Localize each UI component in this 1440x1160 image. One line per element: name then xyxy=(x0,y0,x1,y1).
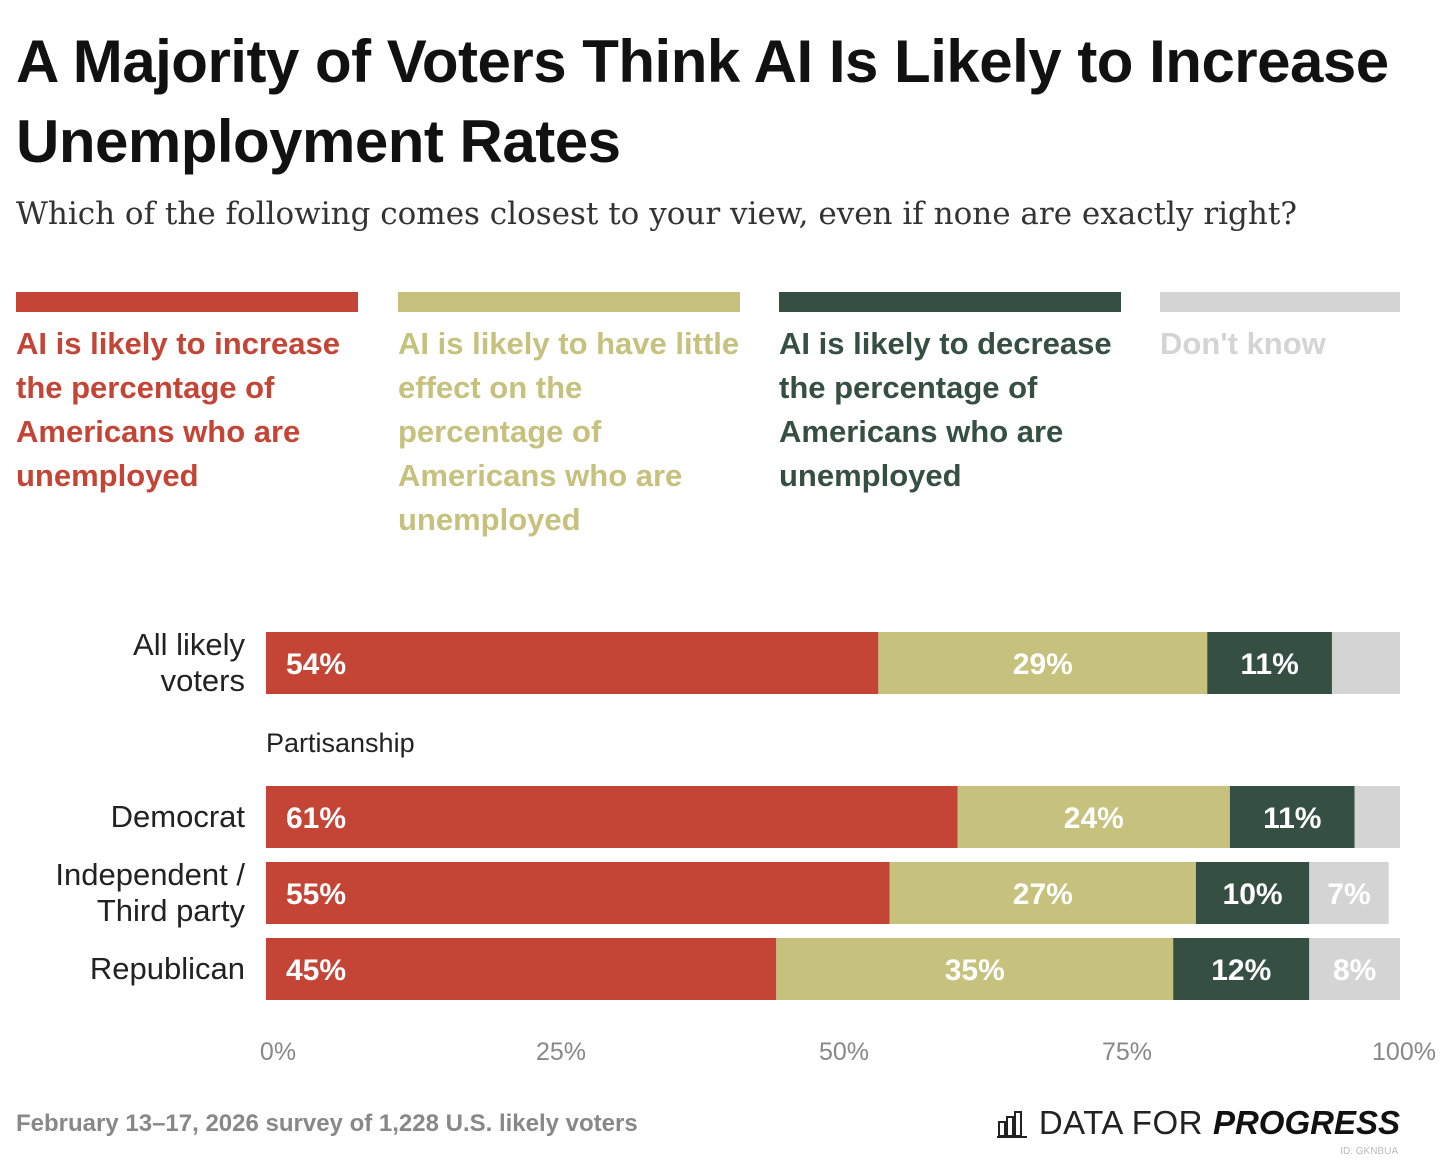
legend-item-little-effect: AI is likely to have little effect on th… xyxy=(398,292,740,542)
bar-segment-all-voters-dont-know xyxy=(1331,632,1400,694)
bar-segment-republican-increase xyxy=(266,938,777,1000)
data-label-republican-decrease: 12% xyxy=(1211,954,1271,987)
data-label-democrat-little-effect: 24% xyxy=(1064,802,1124,835)
data-label-republican-little-effect: 35% xyxy=(945,954,1005,987)
chart-id: ID: GKNBUA xyxy=(1340,1146,1398,1157)
legend-item-increase: AI is likely to increase the percentage … xyxy=(16,292,358,498)
logo-text-data-for: DATA FOR xyxy=(1038,1104,1203,1141)
bar-segment-republican-decrease xyxy=(1173,938,1310,1000)
bar-segment-independent-little-effect xyxy=(889,862,1196,924)
chart-title: A Majority of Voters Think AI Is Likely … xyxy=(16,28,1389,175)
bar-segment-democrat-little-effect xyxy=(957,786,1230,848)
x-tick-label-0: 0% xyxy=(259,1038,297,1066)
legend-item-decrease: AI is likely to decrease the percentage … xyxy=(779,292,1121,498)
x-tick-label-100: 100% xyxy=(1372,1038,1436,1066)
bar-segment-all-voters-little-effect xyxy=(878,632,1208,694)
row-label-all-voters: All likely voters xyxy=(133,627,245,698)
bar-segment-democrat-dont-know xyxy=(1354,786,1400,848)
chart-subtitle: Which of the following comes closest to … xyxy=(16,196,1297,232)
bar-segment-independent-dont-know xyxy=(1309,862,1389,924)
stacked-bar-chart: 54% 29% 11% 61% 24% 11% 55% 27% 10% 7% 45% 35% 12% 8% xyxy=(266,632,1400,1000)
data-label-all-voters-little-effect: 29% xyxy=(1013,648,1073,681)
legend-item-dont-know: Don't know xyxy=(1160,292,1400,366)
bar-chart-logo-icon xyxy=(996,1111,1027,1138)
bar-segment-democrat-decrease xyxy=(1229,786,1355,848)
logo-text-progress: PROGRESS xyxy=(1212,1104,1400,1141)
legend-swatch-dont-know xyxy=(1160,292,1400,312)
data-label-all-voters-decrease: 11% xyxy=(1240,648,1298,681)
bar-segment-independent-increase xyxy=(266,862,890,924)
data-label-independent-decrease: 10% xyxy=(1223,878,1283,911)
bar-segment-all-voters-increase xyxy=(266,632,879,694)
bar-segment-republican-dont-know xyxy=(1309,938,1400,1000)
x-tick-label-50: 50% xyxy=(818,1038,870,1066)
source-note: February 13–17, 2026 survey of 1,228 U.S… xyxy=(16,1110,638,1137)
data-label-independent-little-effect: 27% xyxy=(1013,878,1073,911)
bar-segment-republican-little-effect xyxy=(776,938,1174,1000)
row-label-independent: Independent / Third party xyxy=(55,857,245,928)
legend-swatch-little-effect xyxy=(398,292,740,312)
legend-label-little-effect: AI is likely to have little effect on th… xyxy=(398,326,740,537)
legend-swatch-increase xyxy=(16,292,358,312)
bar-segment-all-voters-decrease xyxy=(1207,632,1332,694)
legend-label-increase: AI is likely to increase the percentage … xyxy=(16,326,340,493)
bar-segment-independent-decrease xyxy=(1195,862,1310,924)
row-label-democrat: Democrat xyxy=(110,799,245,834)
legend-label-decrease: AI is likely to decrease the percentage … xyxy=(779,326,1112,493)
x-tick-label-75: 75% xyxy=(1101,1038,1153,1066)
data-label-democrat-decrease: 11% xyxy=(1263,802,1321,835)
data-label-democrat-increase: 61% xyxy=(286,802,346,835)
legend-swatch-decrease xyxy=(779,292,1121,312)
data-label-republican-increase: 45% xyxy=(286,954,346,987)
data-label-independent-increase: 55% xyxy=(286,878,346,911)
data-label-all-voters-increase: 54% xyxy=(286,648,346,681)
bar-segment-democrat-increase xyxy=(266,786,958,848)
data-for-progress-logo: DATA FOR PROGRESS xyxy=(996,1104,1400,1142)
row-label-republican: Republican xyxy=(89,951,245,986)
data-label-republican-dont-know: 8% xyxy=(1333,954,1376,987)
x-tick-label-25: 25% xyxy=(535,1038,587,1066)
legend-label-dont-know: Don't know xyxy=(1160,326,1326,361)
data-label-independent-dont-know: 7% xyxy=(1327,878,1370,911)
group-label-partisanship: Partisanship xyxy=(266,728,415,758)
